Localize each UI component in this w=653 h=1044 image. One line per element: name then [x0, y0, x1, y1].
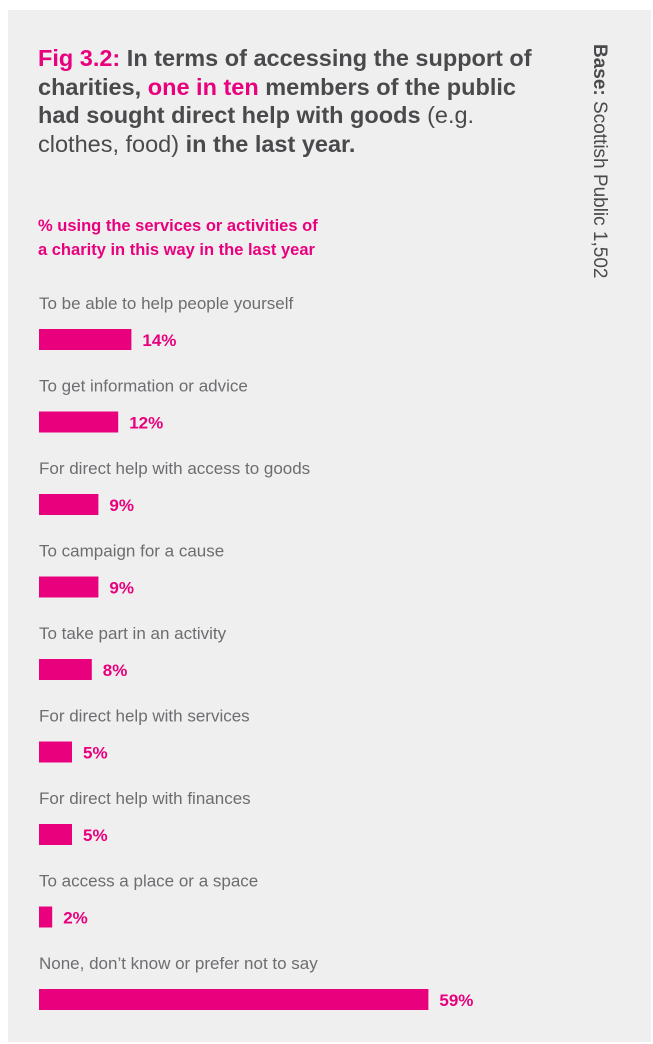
figure-label: Fig 3.2: — [38, 45, 121, 71]
category-label: To get information or advice — [39, 377, 248, 396]
category-label: To take part in an activity — [39, 624, 227, 643]
bar — [39, 741, 72, 763]
value-label: 9% — [109, 579, 134, 598]
title-highlight: one in ten — [147, 73, 259, 100]
figure-panel — [8, 10, 651, 1042]
bar — [39, 411, 119, 433]
category-label: None, don’t know or prefer not to say — [39, 954, 318, 973]
value-label: 2% — [63, 909, 88, 928]
chart-subtitle: % using the services or activities of a … — [38, 214, 458, 262]
subtitle-line-2: a charity in this way in the last year — [38, 241, 315, 259]
value-label: 12% — [129, 414, 163, 433]
title-example: (e.g. clothes, food) — [38, 102, 475, 157]
bar — [39, 576, 99, 598]
bar — [39, 989, 429, 1010]
value-label: 14% — [142, 331, 176, 350]
bar — [39, 329, 132, 350]
title-part-1: In terms of accessing the support of cha… — [38, 45, 532, 100]
category-label: For direct help with finances — [39, 789, 251, 808]
title-part-2: members of the public had sought direct … — [38, 73, 516, 129]
value-label: 8% — [103, 661, 128, 680]
title-part-3: in the last year. — [185, 130, 356, 157]
category-label: To be able to help people yourself — [39, 294, 294, 313]
value-label: 9% — [109, 496, 134, 515]
value-label: 59% — [439, 991, 473, 1010]
category-label: For direct help with services — [39, 707, 250, 726]
value-label: 5% — [83, 744, 108, 763]
bar — [39, 494, 99, 515]
figure-title: Fig 3.2: In terms of accessing the suppo… — [38, 44, 538, 158]
value-label: 5% — [83, 826, 108, 845]
category-label: For direct help with access to goods — [39, 459, 310, 478]
category-label: To campaign for a cause — [39, 542, 224, 561]
bar — [39, 659, 92, 680]
category-label: To access a place or a space — [39, 872, 258, 891]
subtitle-line-1: % using the services or activities of — [38, 217, 318, 235]
bar — [39, 824, 72, 845]
bar — [39, 906, 53, 928]
